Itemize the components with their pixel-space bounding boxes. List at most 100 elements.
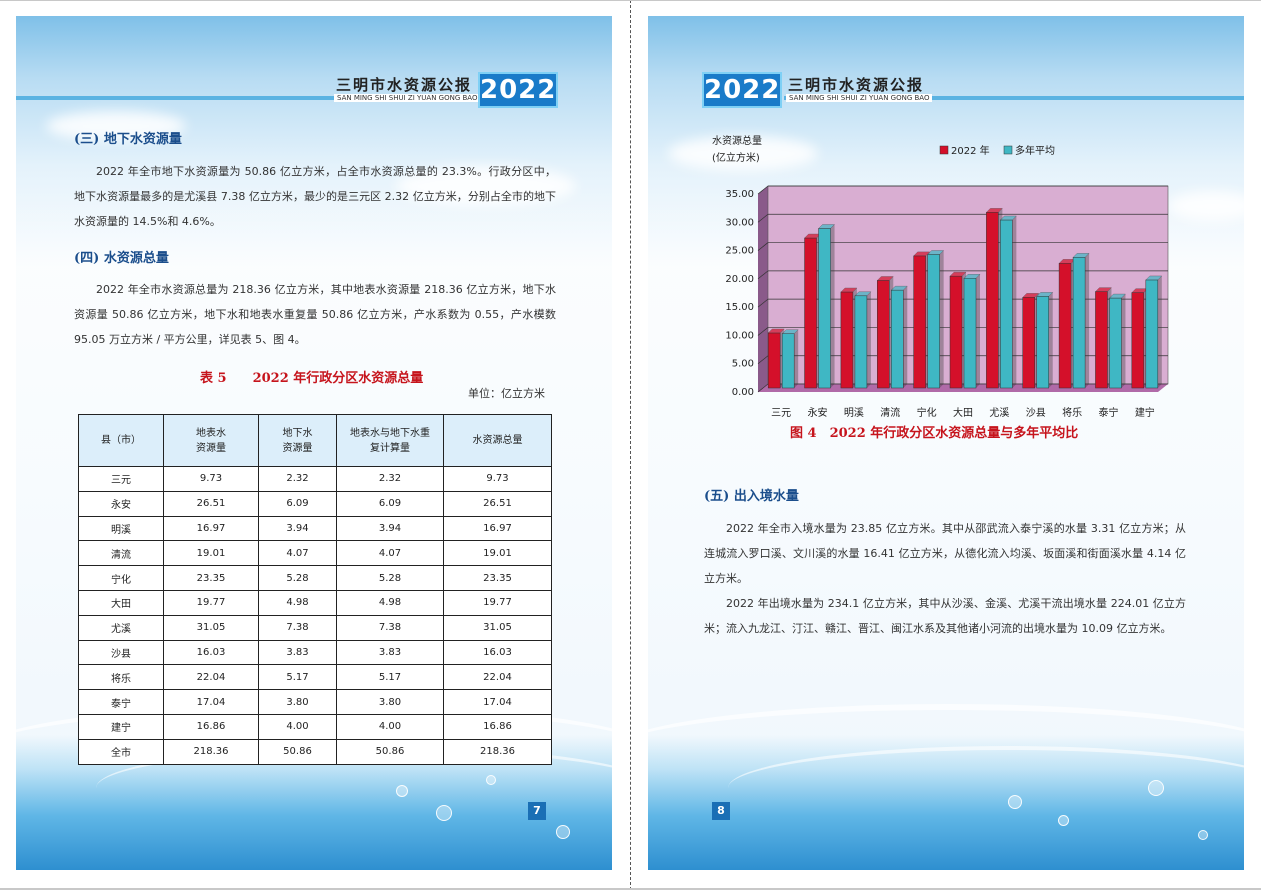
cloud — [46, 111, 186, 141]
top-edge — [0, 0, 1261, 1]
table-cell: 3.94 — [336, 515, 444, 542]
header-subtitle: SAN MING SHI SHUI ZI YUAN GONG BAO — [334, 94, 481, 102]
bar — [840, 287, 858, 389]
bar — [818, 224, 836, 389]
bar — [890, 285, 908, 389]
table-cell: 31.05 — [163, 614, 259, 641]
x-tick-label: 明溪 — [844, 407, 864, 419]
table-cell: 19.77 — [163, 589, 259, 616]
header-line — [784, 96, 1244, 100]
y-tick-label: 30.00 — [725, 217, 754, 228]
table-row: 沙县 16.03 3.83 3.83 16.03 — [78, 639, 552, 666]
column-header: 县（市） — [78, 414, 164, 467]
table-row: 全市 218.36 50.86 50.86 218.36 — [78, 738, 552, 765]
row-label-cell: 沙县 — [78, 639, 164, 666]
row-label-cell: 将乐 — [78, 664, 164, 691]
header-line — [16, 96, 476, 100]
table-cell: 16.97 — [443, 515, 552, 542]
cloud — [1168, 191, 1244, 221]
paragraph: 2022 年出境水量为 234.1 亿立方米，其中从沙溪、金溪、尤溪干流出境水量… — [704, 597, 1186, 635]
table-cell: 5.28 — [258, 565, 337, 591]
bar — [876, 276, 894, 389]
table-cell: 22.04 — [443, 664, 552, 691]
x-tick-label: 大田 — [953, 406, 973, 419]
table-cell: 17.04 — [163, 689, 259, 715]
table-cell: 3.80 — [336, 689, 444, 715]
chart-legend: 2022 年 多年平均 — [939, 144, 1055, 157]
table-cell: 218.36 — [443, 738, 552, 765]
gridline-side — [757, 298, 769, 308]
legend-label: 2022 年 — [951, 144, 990, 157]
sky-background — [16, 16, 612, 266]
bar-chart: 水资源总量 (亿立方米) 2022 年 多年平均 0.00 5.00 10.00 15.… — [712, 134, 1169, 419]
column-header: 水资源总量 — [443, 414, 552, 467]
gridline-side — [757, 327, 769, 336]
x-tick-label: 泰宁 — [1098, 406, 1118, 419]
water-resources-table: 县（市） 地表水 资源量 地下水 资源量 地表水与地下水重 复计算量 水资源总量… — [78, 414, 552, 765]
legend-label: 多年平均 — [1015, 144, 1055, 157]
y-tick-label: 0.00 — [732, 387, 754, 398]
y-tick-label: 5.00 — [732, 359, 754, 370]
paragraph: 2022 年全市入境水量为 23.85 亿立方米。其中从邵武流入泰宁溪的水量 3… — [704, 522, 1186, 585]
gridline-side — [757, 270, 769, 280]
y-tick-label: 10.00 — [725, 330, 754, 341]
table-cell: 3.94 — [258, 515, 337, 542]
bar — [913, 251, 931, 389]
header-year-badge: 2022 — [702, 72, 782, 108]
x-tick-label: 永安 — [808, 406, 828, 419]
y-tick-label: 35.00 — [725, 189, 754, 200]
water-background — [648, 704, 1244, 870]
bubble — [1198, 830, 1208, 840]
bar — [1022, 293, 1040, 389]
table-cell: 16.86 — [163, 713, 259, 740]
table-cell: 6.09 — [258, 490, 337, 517]
table-cell: 16.03 — [443, 639, 552, 666]
column-header: 地表水 资源量 — [163, 414, 259, 467]
figure-caption: 图 4 2022 年行政分区水资源总量与多年平均比 — [790, 426, 1079, 441]
x-tick-label: 建宁 — [1135, 406, 1155, 419]
x-tick-label: 清流 — [880, 406, 900, 419]
x-tick-label: 将乐 — [1062, 407, 1082, 419]
bar — [1072, 253, 1090, 389]
paragraph: 2022 年全市水资源总量为 218.36 亿立方米，其中地表水资源量 218.… — [74, 283, 556, 346]
table-cell: 31.05 — [443, 614, 552, 641]
table-cell: 2.32 — [258, 466, 337, 492]
table-cell: 22.04 — [163, 664, 259, 691]
bubble — [396, 785, 408, 797]
table-row: 宁化 23.35 5.28 5.28 23.35 — [78, 565, 552, 591]
table-cell: 19.01 — [443, 540, 552, 567]
table-unit: 单位：亿立方米 — [468, 387, 545, 400]
row-label-cell: 全市 — [78, 738, 164, 765]
x-tick-label: 宁化 — [917, 406, 937, 419]
page-right: 2022 三明市水资源公报 SAN MING SHI SHUI ZI YUAN … — [648, 16, 1244, 870]
bar — [854, 291, 872, 389]
table-cell: 5.28 — [336, 565, 444, 591]
header-title: 三明市水资源公报 — [336, 76, 473, 94]
cloud — [668, 136, 818, 171]
table-cell: 26.51 — [163, 490, 259, 517]
gridline-side — [757, 185, 769, 195]
chart-plot-area: 0.00 5.00 10.00 15.00 20.00 25.00 30.00 35.00 三元… — [725, 185, 1169, 419]
column-header: 地下水 资源量 — [258, 414, 337, 467]
table-cell: 218.36 — [163, 738, 259, 765]
table-cell: 7.38 — [336, 614, 444, 641]
bar — [1108, 293, 1126, 389]
bubble — [1008, 795, 1022, 809]
bar — [1036, 292, 1054, 389]
x-tick-label: 三元 — [771, 408, 791, 419]
table-row: 清流 19.01 4.07 4.07 19.01 — [78, 540, 552, 567]
table-cell: 3.80 — [258, 689, 337, 715]
wave — [728, 746, 1244, 830]
table-cell: 4.07 — [258, 540, 337, 567]
page-number: 7 — [528, 802, 546, 820]
y-tick-label: 15.00 — [725, 302, 754, 313]
gridline-side — [757, 355, 769, 364]
bubble — [436, 805, 452, 821]
table-cell: 26.51 — [443, 490, 552, 517]
bar — [927, 250, 945, 389]
table-cell: 4.07 — [336, 540, 444, 567]
table-cell: 4.00 — [258, 713, 337, 740]
bubble — [486, 775, 496, 785]
table-cell: 50.86 — [336, 738, 444, 765]
gridline-side — [757, 242, 769, 251]
